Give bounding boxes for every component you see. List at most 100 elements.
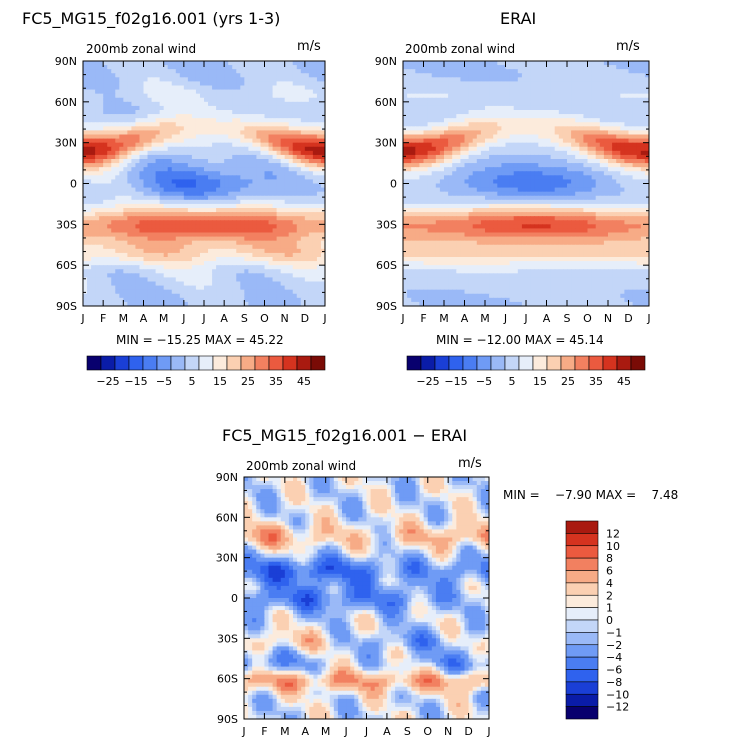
field-cell (123, 175, 128, 181)
field-cell (191, 61, 197, 66)
field-cell (268, 261, 274, 266)
field-cell (119, 146, 124, 152)
field-cell (95, 273, 100, 279)
field-cell (276, 232, 282, 238)
field-cell (123, 277, 128, 283)
field-cell (308, 191, 314, 197)
field-cell (264, 273, 270, 279)
field-cell (107, 293, 112, 299)
field-cell (99, 252, 104, 258)
field-cell (427, 138, 433, 144)
field-cell (562, 85, 568, 91)
field-cell (151, 142, 157, 148)
field-cell (252, 167, 258, 172)
field-cell (83, 105, 88, 111)
field-cell (579, 118, 584, 123)
field-cell (284, 175, 290, 181)
field-cell (232, 97, 237, 103)
field-cell (187, 101, 193, 107)
field-cell (554, 134, 560, 140)
field-cell (264, 261, 270, 266)
field-cell (567, 118, 572, 123)
field-cell (308, 248, 314, 254)
field-cell (216, 142, 221, 148)
field-cell (480, 65, 486, 70)
field-cell (99, 187, 104, 193)
field-cell (419, 122, 425, 127)
field-cell (248, 285, 253, 291)
field-cell (111, 138, 116, 144)
field-cell (228, 93, 233, 99)
field-cell (195, 244, 201, 250)
field-cell (99, 114, 104, 119)
field-cell (567, 69, 572, 74)
field-cell (87, 179, 92, 185)
field-cell (509, 81, 515, 87)
field-cell (224, 159, 229, 164)
field-cell (612, 114, 617, 119)
field-cell (644, 138, 649, 144)
field-cell (147, 175, 153, 181)
field-cell (195, 187, 201, 193)
field-cell (444, 114, 449, 119)
field-cell (199, 281, 205, 287)
field-cell (308, 167, 314, 172)
field-cell (199, 187, 205, 193)
field-cell (423, 81, 429, 87)
field-cell (583, 81, 589, 87)
field-cell (183, 89, 189, 95)
field-cell (171, 277, 177, 283)
field-cell (95, 257, 100, 262)
field-cell (115, 195, 120, 201)
field-cell (155, 65, 161, 70)
field-cell (187, 69, 193, 74)
field-cell (292, 130, 298, 136)
field-cell (95, 118, 100, 123)
field-cell (460, 93, 466, 99)
field-cell (304, 126, 310, 132)
field-cell (256, 134, 262, 140)
field-cell (91, 257, 96, 262)
field-cell (155, 97, 161, 103)
field-cell (187, 110, 193, 115)
field-cell (268, 281, 274, 287)
field-cell (415, 97, 420, 103)
colorbar-swatch (100, 355, 116, 371)
field-cell (236, 179, 241, 185)
field-cell (439, 134, 445, 140)
field-cell (103, 289, 108, 295)
field-cell (123, 159, 128, 164)
field-cell (123, 105, 128, 111)
field-cell (252, 179, 258, 185)
field-cell (155, 257, 161, 262)
field-cell (240, 134, 245, 140)
field-cell (312, 212, 318, 217)
field-cell (208, 220, 213, 225)
field-cell (439, 93, 445, 99)
field-cell (131, 101, 137, 107)
field-cell (95, 199, 100, 205)
field-cell (296, 203, 302, 209)
field-cell (296, 269, 302, 274)
field-cell (232, 228, 237, 234)
field-cell (228, 130, 233, 136)
field-cell (111, 228, 116, 234)
field-cell (280, 273, 286, 279)
field-cell (115, 73, 120, 78)
field-cell (183, 289, 189, 295)
field-cell (244, 89, 249, 95)
field-cell (107, 146, 112, 152)
field-cell (123, 179, 128, 185)
field-cell (272, 293, 278, 299)
field-cell (175, 248, 181, 254)
field-cell (415, 61, 420, 66)
field-cell (616, 105, 621, 111)
field-cell (316, 73, 322, 78)
field-cell (312, 159, 318, 164)
field-cell (468, 69, 474, 74)
field-cell (562, 114, 568, 119)
field-cell (111, 150, 116, 156)
field-cell (139, 163, 145, 168)
field-cell (147, 159, 153, 164)
field-cell (308, 65, 314, 70)
